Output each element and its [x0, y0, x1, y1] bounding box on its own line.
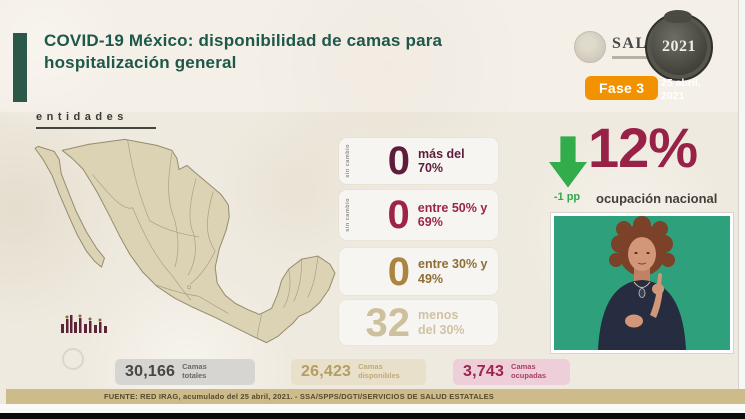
camas-ocupadas-pill: 3,743 Camas ocupadas: [453, 359, 570, 385]
occupancy-delta: -1 pp: [553, 191, 581, 203]
occupancy-card-value: 0: [387, 193, 410, 237]
occupancy-card-range: entre 50% y 69%: [417, 200, 488, 229]
seal-year: 2021: [662, 38, 696, 55]
sign-language-interpreter-video: [551, 213, 733, 353]
watermark-seal-icon: [62, 348, 84, 370]
camas-ocupadas-label: Camas ocupadas: [511, 362, 547, 380]
date-line2: 2021: [661, 90, 685, 103]
camas-disponibles-label: Camas disponibles: [358, 362, 400, 380]
phase-badge: Fase 3: [585, 76, 659, 100]
occupancy-card-range: entre 30% y 49%: [418, 257, 488, 286]
aztec-ornament-icon: [58, 312, 112, 336]
occupancy-card-50-69: sin cambio 0 entre 50% y 69%: [339, 190, 498, 240]
occupancy-card-value: 0: [387, 249, 410, 294]
entidades-label: entidades: [36, 111, 128, 123]
salud-subtitle-bar: [612, 56, 670, 59]
camas-disponibles-pill: 26,423 Camas disponibles: [291, 359, 426, 385]
interpreter-figure: [554, 216, 730, 350]
entidades-underline: [36, 127, 156, 129]
change-note: sin cambio: [345, 198, 351, 232]
occupancy-card-range: más del 70%: [418, 146, 465, 175]
source-text: FUENTE: RED IRAG, acumulado del 25 abril…: [104, 392, 495, 401]
page-title-line1: COVID-19 México: disponibilidad de camas…: [44, 31, 443, 50]
trend-down-arrow-icon: [549, 135, 587, 189]
occupancy-card-value: 0: [387, 139, 410, 183]
occupancy-card-70plus: sin cambio 0 más del 70%: [339, 138, 498, 184]
occupancy-card-range: menos del 30%: [418, 308, 465, 337]
national-occupancy-value: 12%: [588, 116, 698, 179]
camas-disponibles-value: 26,423: [301, 363, 352, 380]
bottom-white-strip: [0, 404, 745, 413]
mexico-2021-seal-icon: 2021: [645, 10, 713, 81]
camas-totales-label: Camas totales: [182, 362, 207, 380]
salud-seal-icon: [574, 31, 606, 63]
change-note: sin cambio: [345, 144, 351, 178]
occupancy-card-30-49: 0 entre 30% y 49%: [339, 248, 498, 295]
camas-totales-value: 30,166: [125, 363, 176, 380]
title-accent-bar: [13, 33, 27, 102]
national-occupancy-label: ocupación nacional: [596, 191, 718, 206]
camas-totales-pill: 30,166 Camas totales: [115, 359, 255, 385]
occupancy-card-below30: 32 menos del 30%: [339, 300, 498, 345]
date-line1: 25 abril,: [661, 77, 701, 89]
date-label: 25 abril, 2021: [661, 77, 701, 103]
baja-california-region: [34, 145, 105, 268]
right-edge-strip: [738, 0, 745, 389]
source-footer: FUENTE: RED IRAG, acumulado del 25 abril…: [6, 389, 745, 404]
camas-ocupadas-value: 3,743: [463, 363, 505, 380]
mexico-map: [28, 136, 342, 356]
page-title: COVID-19 México: disponibilidad de camas…: [44, 30, 514, 75]
page-title-line2: hospitalización general: [44, 53, 237, 73]
occupancy-card-value: 32: [365, 300, 411, 345]
bottom-black-bar: [0, 413, 745, 419]
